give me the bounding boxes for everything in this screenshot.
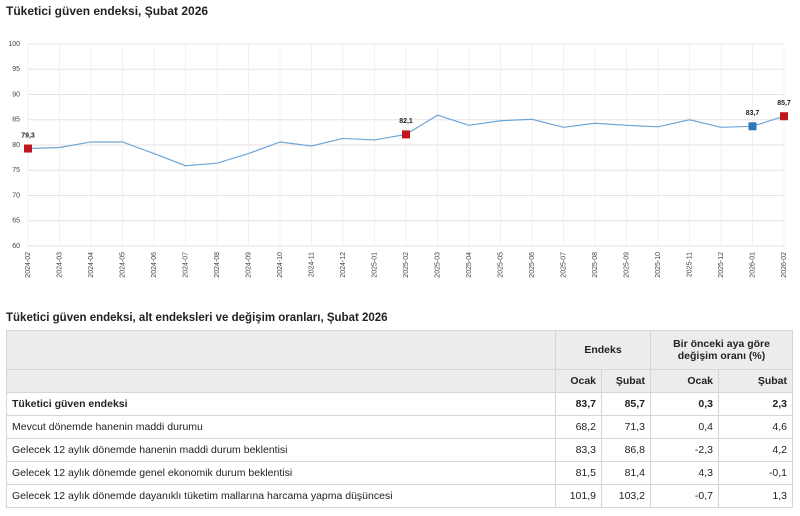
y-tick-label: 70	[12, 192, 20, 199]
x-tick-label: 2025-12	[718, 252, 725, 278]
value-cell: 71,3	[600, 415, 652, 439]
value-cell: 85,7	[600, 392, 652, 416]
x-tick-label: 2025-01	[371, 252, 378, 278]
x-tick-label: 2024-10	[277, 252, 284, 278]
value-cell: 86,8	[600, 438, 652, 462]
row-label: Gelecek 12 aylık dönemde hanenin maddi d…	[6, 438, 556, 462]
y-tick-label: 95	[12, 66, 20, 73]
table-row: Gelecek 12 aylık dönemde hanenin maddi d…	[6, 438, 794, 462]
column-header: Ocak	[650, 369, 720, 393]
x-tick-label: 2025-05	[497, 252, 504, 278]
row-label: Mevcut dönemde hanenin maddi durumu	[6, 415, 556, 439]
value-cell: 83,7	[555, 392, 602, 416]
y-tick-label: 60	[12, 243, 20, 250]
value-label: 83,7	[746, 110, 760, 117]
y-tick-label: 65	[12, 218, 20, 225]
value-cell: 2,3	[718, 392, 794, 416]
x-tick-label: 2024-06	[151, 252, 158, 278]
x-tick-label: 2024-02	[25, 252, 32, 278]
value-label: 85,7	[777, 100, 791, 107]
y-tick-label: 85	[12, 117, 20, 124]
y-tick-label: 90	[12, 91, 20, 98]
row-label: Gelecek 12 aylık dönemde genel ekonomik …	[6, 461, 556, 485]
x-tick-label: 2024-08	[214, 252, 221, 278]
x-tick-label: 2024-03	[56, 252, 63, 278]
value-cell: 83,3	[555, 438, 602, 462]
x-tick-label: 2024-05	[119, 252, 126, 278]
value-cell: 103,2	[600, 484, 652, 508]
chart-title: Tüketici güven endeksi, Şubat 2026	[6, 4, 208, 18]
x-tick-label: 2025-10	[655, 252, 662, 278]
y-tick-label: 100	[8, 41, 20, 48]
value-cell: 4,6	[718, 415, 794, 439]
x-tick-label: 2025-03	[434, 252, 441, 278]
value-cell: -2,3	[650, 438, 720, 462]
table-row: Gelecek 12 aylık dönemde dayanıklı tüket…	[6, 484, 794, 508]
y-tick-label: 75	[12, 167, 20, 174]
point-marker	[780, 112, 788, 121]
column-header: Ocak	[555, 369, 602, 393]
value-cell: 4,2	[718, 438, 794, 462]
value-label: 79,3	[21, 132, 35, 139]
x-tick-label: 2024-07	[182, 252, 189, 278]
value-cell: 0,3	[650, 392, 720, 416]
point-marker	[24, 144, 32, 153]
value-cell: -0,7	[650, 484, 720, 508]
x-tick-label: 2024-04	[88, 252, 95, 278]
table-title: Tüketici güven endeksi, alt endeksleri v…	[6, 312, 388, 324]
value-cell: 0,4	[650, 415, 720, 439]
x-tick-label: 2025-09	[623, 252, 630, 278]
point-marker	[402, 130, 410, 139]
x-tick-label: 2024-12	[340, 252, 347, 278]
x-tick-label: 2024-11	[308, 252, 315, 277]
group-header: Bir önceki aya göre değişim oranı (%)	[650, 330, 794, 370]
x-tick-label: 2024-09	[245, 252, 252, 278]
x-tick-label: 2025-04	[466, 252, 473, 278]
table: Endeks Bir önceki aya göre değişim oranı…	[6, 330, 794, 508]
chart: Tüketici güven endeksi, Şubat 2026 60 65 7…	[6, 4, 791, 278]
value-cell: 1,3	[718, 484, 794, 508]
value-cell: 101,9	[555, 484, 602, 508]
x-tick-label: 2025-08	[592, 252, 599, 278]
table-row: Mevcut dönemde hanenin maddi durumu 68,2 7…	[6, 415, 794, 439]
x-tick-label: 2025-07	[560, 252, 567, 278]
header-cell	[6, 330, 556, 370]
value-cell: -0,1	[718, 461, 794, 485]
value-cell: 68,2	[555, 415, 602, 439]
header-cell	[6, 369, 556, 393]
value-label: 82,1	[399, 118, 413, 125]
x-tick-label: 2025-02	[403, 252, 410, 278]
column-header: Şubat	[600, 369, 652, 393]
value-cell: 81,4	[600, 461, 652, 485]
row-label: Gelecek 12 aylık dönemde dayanıklı tüket…	[6, 484, 556, 508]
x-tick-label: 2025-06	[529, 252, 536, 278]
x-tick-label: 2026-02	[781, 252, 788, 278]
point-marker	[748, 122, 757, 131]
table-row: Tüketici güven endeksi 83,7 85,7 0,3 2,3	[6, 392, 794, 416]
row-label: Tüketici güven endeksi	[6, 392, 556, 416]
x-tick-label: 2026-01	[749, 252, 756, 278]
value-cell: 81,5	[555, 461, 602, 485]
x-tick-label: 2025-11	[686, 252, 693, 277]
value-cell: 4,3	[650, 461, 720, 485]
group-header: Endeks	[554, 330, 652, 370]
column-header: Şubat	[718, 369, 794, 393]
y-tick-label: 80	[12, 142, 20, 149]
table-row: Gelecek 12 aylık dönemde genel ekonomik …	[6, 461, 794, 485]
